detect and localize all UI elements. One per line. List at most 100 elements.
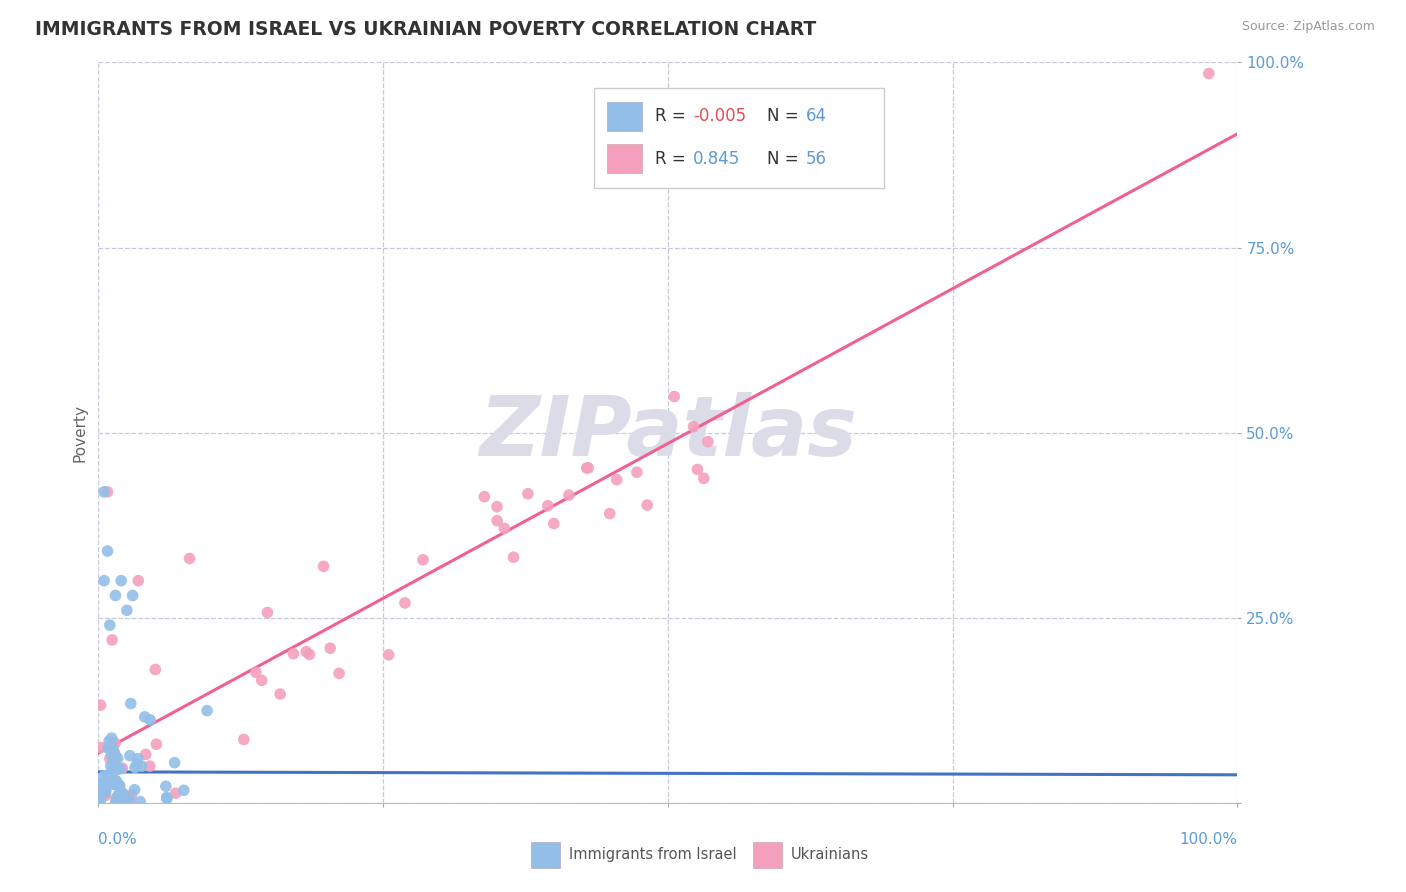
Point xyxy=(110,762,132,776)
Point xyxy=(121,589,143,603)
Point xyxy=(105,790,128,805)
Point xyxy=(686,462,709,476)
Point xyxy=(155,779,177,793)
Point xyxy=(127,574,149,588)
Point xyxy=(472,490,495,504)
Point xyxy=(558,488,581,502)
Point xyxy=(114,791,136,805)
Point xyxy=(108,778,131,792)
Text: IMMIGRANTS FROM ISRAEL VS UKRAINIAN POVERTY CORRELATION CHART: IMMIGRANTS FROM ISRAEL VS UKRAINIAN POVE… xyxy=(35,20,817,38)
Point xyxy=(115,603,138,617)
Point xyxy=(104,794,127,808)
Point xyxy=(97,741,120,756)
Point xyxy=(90,793,112,807)
Point xyxy=(110,785,132,799)
Point xyxy=(105,763,128,777)
Point xyxy=(93,484,115,499)
Text: Ukrainians: Ukrainians xyxy=(790,847,869,863)
Point xyxy=(120,697,142,711)
Point xyxy=(107,788,129,802)
Point xyxy=(693,471,716,485)
Point xyxy=(103,754,125,768)
Point xyxy=(104,748,127,763)
Point xyxy=(412,553,434,567)
Point xyxy=(93,574,115,588)
Point xyxy=(682,419,704,434)
Point xyxy=(94,789,117,803)
Text: Immigrants from Israel: Immigrants from Israel xyxy=(569,847,737,863)
Point xyxy=(312,559,335,574)
Point xyxy=(537,499,560,513)
Point xyxy=(134,710,156,724)
Point xyxy=(104,736,127,750)
Point xyxy=(110,574,132,588)
Text: 64: 64 xyxy=(806,108,827,126)
Point xyxy=(139,713,162,727)
Point xyxy=(100,764,122,778)
Point xyxy=(328,666,350,681)
Point xyxy=(101,739,124,754)
Text: ZIPatlas: ZIPatlas xyxy=(479,392,856,473)
Text: R =: R = xyxy=(655,150,692,168)
Point xyxy=(145,737,167,751)
Point xyxy=(1198,66,1220,80)
Point xyxy=(89,740,111,755)
Text: 56: 56 xyxy=(806,150,827,168)
Text: 100.0%: 100.0% xyxy=(1180,832,1237,847)
Point xyxy=(103,746,125,760)
Point xyxy=(125,757,148,772)
Point xyxy=(245,665,267,680)
Text: N =: N = xyxy=(766,150,804,168)
Point xyxy=(626,465,648,479)
Point xyxy=(156,791,179,805)
Point xyxy=(104,796,127,810)
Point xyxy=(135,747,157,762)
Point xyxy=(377,648,399,662)
Point xyxy=(516,487,538,501)
Point xyxy=(94,785,117,799)
Text: 0.845: 0.845 xyxy=(693,150,740,168)
Point xyxy=(319,641,342,656)
Point xyxy=(108,780,131,794)
Point xyxy=(179,551,201,566)
Point xyxy=(118,791,141,805)
Point xyxy=(283,647,305,661)
Point xyxy=(94,784,117,798)
Point xyxy=(103,777,125,791)
Point xyxy=(104,589,127,603)
Point xyxy=(494,521,516,535)
Text: N =: N = xyxy=(766,108,804,126)
Point xyxy=(256,606,278,620)
Point xyxy=(111,786,134,800)
Point xyxy=(98,752,121,766)
Text: -0.005: -0.005 xyxy=(693,108,747,126)
Text: R =: R = xyxy=(655,108,692,126)
Point xyxy=(91,788,114,802)
Text: 0.0%: 0.0% xyxy=(98,832,138,847)
Point xyxy=(89,698,111,712)
Point xyxy=(105,773,128,788)
Point xyxy=(89,776,111,790)
Point xyxy=(250,673,273,688)
Point xyxy=(107,751,129,765)
Point xyxy=(543,516,565,531)
Point xyxy=(97,777,120,791)
Point xyxy=(173,783,195,797)
Point xyxy=(139,759,162,773)
Point xyxy=(163,756,186,770)
Point xyxy=(89,777,111,791)
Point xyxy=(87,794,110,808)
Point xyxy=(104,773,127,788)
Point xyxy=(98,618,121,632)
Y-axis label: Poverty: Poverty xyxy=(72,403,87,462)
Point xyxy=(664,390,686,404)
Point xyxy=(636,498,658,512)
Point xyxy=(96,544,118,558)
Point xyxy=(502,550,524,565)
FancyBboxPatch shape xyxy=(754,842,782,868)
Point xyxy=(129,795,152,809)
Point xyxy=(91,780,114,794)
FancyBboxPatch shape xyxy=(607,144,641,173)
FancyBboxPatch shape xyxy=(607,102,641,131)
Point xyxy=(195,704,218,718)
